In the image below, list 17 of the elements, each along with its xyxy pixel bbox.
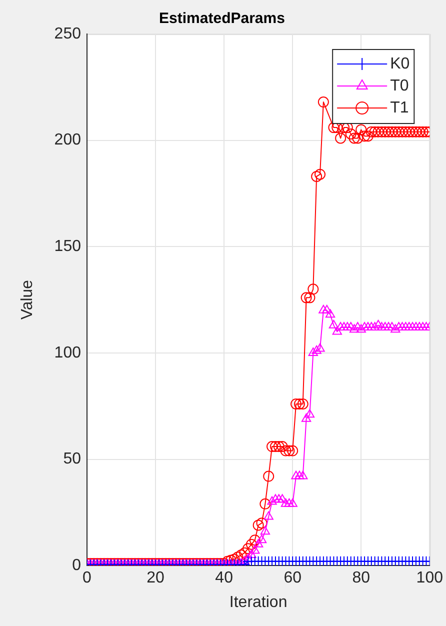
x-tick-label: 60 xyxy=(284,570,302,587)
y-axis-title: Value xyxy=(19,280,36,320)
x-tick-label: 20 xyxy=(146,570,165,587)
x-tick-label: 80 xyxy=(352,570,370,587)
x-tick-label: 40 xyxy=(215,570,234,587)
y-tick-label: 50 xyxy=(63,450,82,468)
legend-label: K0 xyxy=(390,55,410,72)
chart-title: EstimatedParams xyxy=(159,10,285,28)
x-axis-title: Iteration xyxy=(229,594,288,611)
legend-label: T0 xyxy=(390,77,409,94)
y-tick-label: 150 xyxy=(54,238,82,256)
y-tick-label: 200 xyxy=(54,132,82,149)
y-tick-label: 100 xyxy=(54,344,82,362)
y-tick-label: 0 xyxy=(72,557,82,574)
legend-label: T1 xyxy=(390,99,409,116)
y-tick-label: 250 xyxy=(54,25,82,42)
x-tick-label: 100 xyxy=(416,570,444,587)
